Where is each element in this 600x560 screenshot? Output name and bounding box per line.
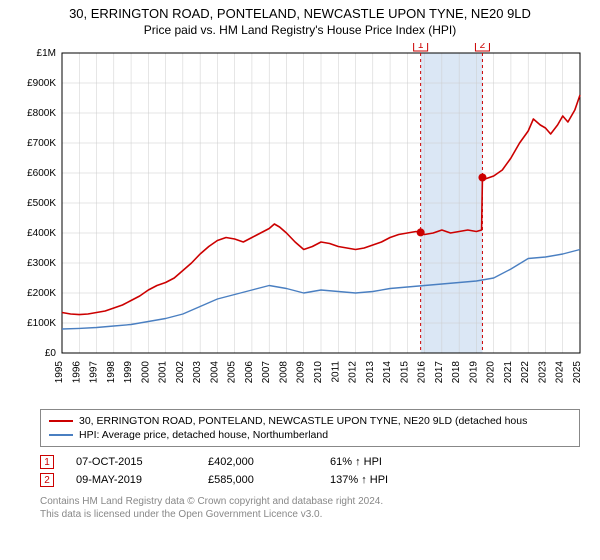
event-delta: 61% ↑ HPI bbox=[330, 456, 382, 468]
x-tick-label: 2009 bbox=[296, 361, 307, 384]
event-row: 2 09-MAY-2019 £585,000 137% ↑ HPI bbox=[40, 471, 580, 489]
x-tick-label: 2020 bbox=[486, 361, 497, 384]
title-address: 30, ERRINGTON ROAD, PONTELAND, NEWCASTLE… bbox=[10, 6, 590, 21]
legend-swatch bbox=[49, 420, 73, 422]
x-tick-label: 2022 bbox=[520, 361, 531, 384]
x-tick-label: 1995 bbox=[54, 361, 65, 384]
x-tick-label: 2011 bbox=[330, 361, 341, 383]
y-tick-label: £0 bbox=[45, 348, 57, 359]
event-row: 1 07-OCT-2015 £402,000 61% ↑ HPI bbox=[40, 453, 580, 471]
event-price: £402,000 bbox=[208, 456, 308, 468]
x-tick-label: 2016 bbox=[417, 361, 428, 384]
legend-label: HPI: Average price, detached house, Nort… bbox=[79, 429, 328, 441]
y-tick-label: £800K bbox=[27, 108, 56, 119]
x-tick-label: 2007 bbox=[261, 361, 272, 384]
x-tick-label: 2023 bbox=[537, 361, 548, 384]
x-tick-label: 2006 bbox=[244, 361, 255, 384]
event-dot bbox=[478, 174, 486, 182]
event-marker: 2 bbox=[40, 473, 54, 487]
x-tick-label: 2024 bbox=[555, 361, 566, 384]
y-tick-label: £900K bbox=[27, 78, 56, 89]
legend-label: 30, ERRINGTON ROAD, PONTELAND, NEWCASTLE… bbox=[79, 415, 527, 427]
y-tick-label: £200K bbox=[27, 288, 56, 299]
x-tick-label: 2025 bbox=[572, 361, 583, 384]
x-tick-label: 2014 bbox=[382, 361, 393, 384]
title-subtitle: Price paid vs. HM Land Registry's House … bbox=[10, 23, 590, 37]
x-tick-label: 1999 bbox=[123, 361, 134, 384]
event-date: 07-OCT-2015 bbox=[76, 456, 186, 468]
x-tick-label: 2002 bbox=[175, 361, 186, 384]
y-tick-label: £100K bbox=[27, 318, 56, 329]
event-label-num: 1 bbox=[418, 43, 424, 51]
x-tick-label: 1996 bbox=[71, 361, 82, 384]
y-tick-label: £600K bbox=[27, 168, 56, 179]
event-delta: 137% ↑ HPI bbox=[330, 474, 388, 486]
copyright-line2: This data is licensed under the Open Gov… bbox=[40, 508, 580, 521]
legend: 30, ERRINGTON ROAD, PONTELAND, NEWCASTLE… bbox=[40, 409, 580, 447]
x-tick-label: 2000 bbox=[140, 361, 151, 384]
legend-swatch bbox=[49, 434, 73, 436]
event-list: 1 07-OCT-2015 £402,000 61% ↑ HPI 2 09-MAY-201… bbox=[40, 453, 580, 489]
event-dot bbox=[417, 228, 425, 236]
x-tick-label: 2005 bbox=[227, 361, 238, 384]
chart-area: £0 £100K £200K £300K £400K £500K £600K £700K £80… bbox=[20, 43, 590, 403]
x-tick-label: 2004 bbox=[209, 361, 220, 384]
copyright-line1: Contains HM Land Registry data © Crown c… bbox=[40, 495, 580, 508]
copyright: Contains HM Land Registry data © Crown c… bbox=[40, 495, 580, 521]
y-tick-label: £300K bbox=[27, 258, 56, 269]
y-tick-label: £1M bbox=[37, 48, 56, 59]
chart-container: 30, ERRINGTON ROAD, PONTELAND, NEWCASTLE… bbox=[0, 0, 600, 560]
title-block: 30, ERRINGTON ROAD, PONTELAND, NEWCASTLE… bbox=[0, 0, 600, 39]
x-tick-label: 2012 bbox=[348, 361, 359, 384]
legend-row: HPI: Average price, detached house, Nort… bbox=[49, 428, 571, 442]
x-tick-label: 2008 bbox=[278, 361, 289, 384]
y-tick-label: £700K bbox=[27, 138, 56, 149]
x-tick-label: 2010 bbox=[313, 361, 324, 384]
event-price: £585,000 bbox=[208, 474, 308, 486]
x-tick-label: 2021 bbox=[503, 361, 514, 384]
x-tick-label: 2019 bbox=[468, 361, 479, 384]
y-tick-label: £500K bbox=[27, 198, 56, 209]
y-tick-label: £400K bbox=[27, 228, 56, 239]
x-tick-label: 2001 bbox=[158, 361, 169, 384]
x-tick-label: 1998 bbox=[106, 361, 117, 384]
x-tick-label: 2015 bbox=[399, 361, 410, 384]
x-tick-label: 2017 bbox=[434, 361, 445, 384]
x-tick-label: 1997 bbox=[89, 361, 100, 384]
legend-row: 30, ERRINGTON ROAD, PONTELAND, NEWCASTLE… bbox=[49, 414, 571, 428]
x-tick-label: 2013 bbox=[365, 361, 376, 384]
line-chart: £0 £100K £200K £300K £400K £500K £600K £700K £80… bbox=[20, 43, 590, 403]
x-tick-label: 2003 bbox=[192, 361, 203, 384]
x-tick-label: 2018 bbox=[451, 361, 462, 384]
event-date: 09-MAY-2019 bbox=[76, 474, 186, 486]
event-marker: 1 bbox=[40, 455, 54, 469]
event-label-num: 2 bbox=[480, 43, 486, 51]
